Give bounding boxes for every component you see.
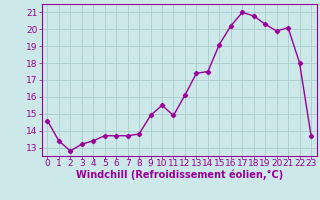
X-axis label: Windchill (Refroidissement éolien,°C): Windchill (Refroidissement éolien,°C) — [76, 169, 283, 180]
